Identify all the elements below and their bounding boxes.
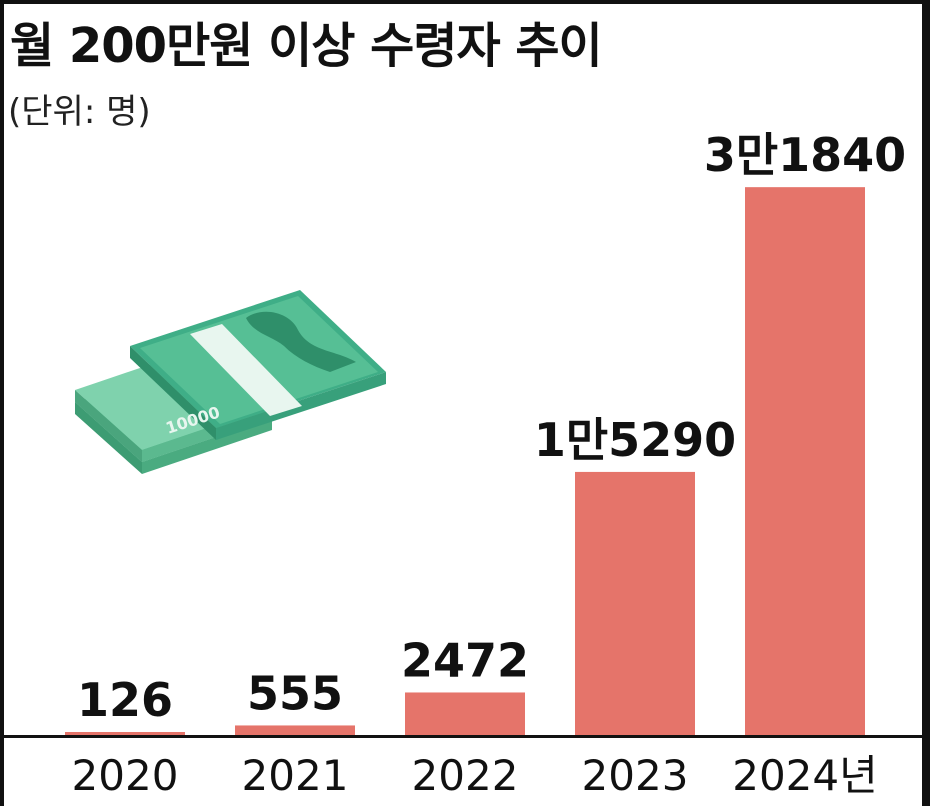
- top-border: [0, 0, 930, 4]
- value-labels-group: 126 555 2472 1만5290 3만1840: [77, 128, 906, 727]
- value-label-0: 126: [77, 673, 173, 727]
- value-label-4: 3만1840: [704, 128, 906, 182]
- bar-1: [235, 725, 355, 735]
- x-tick-labels-group: 2020 2021 2022 2023 2024년: [72, 751, 878, 800]
- x-tick-label-3: 2023: [582, 751, 689, 800]
- x-tick-label-4: 2024년: [732, 751, 878, 800]
- bar-2: [405, 692, 525, 735]
- bar-0: [65, 732, 185, 735]
- chart-subtitle: (단위: 명): [8, 92, 151, 132]
- x-tick-label-1: 2021: [242, 751, 349, 800]
- banknote-stack-icon: 10000: [75, 290, 386, 474]
- bars-group: [65, 187, 865, 736]
- value-label-1: 555: [247, 666, 343, 720]
- x-tick-label-2: 2022: [412, 751, 519, 800]
- bar-3: [575, 471, 695, 735]
- value-label-3: 1만5290: [534, 413, 736, 467]
- x-tick-label-0: 2020: [72, 751, 179, 800]
- chart-title: 월 200만원 이상 수령자 추이: [10, 18, 603, 74]
- bar-4: [745, 187, 865, 736]
- value-label-2: 2472: [401, 633, 529, 687]
